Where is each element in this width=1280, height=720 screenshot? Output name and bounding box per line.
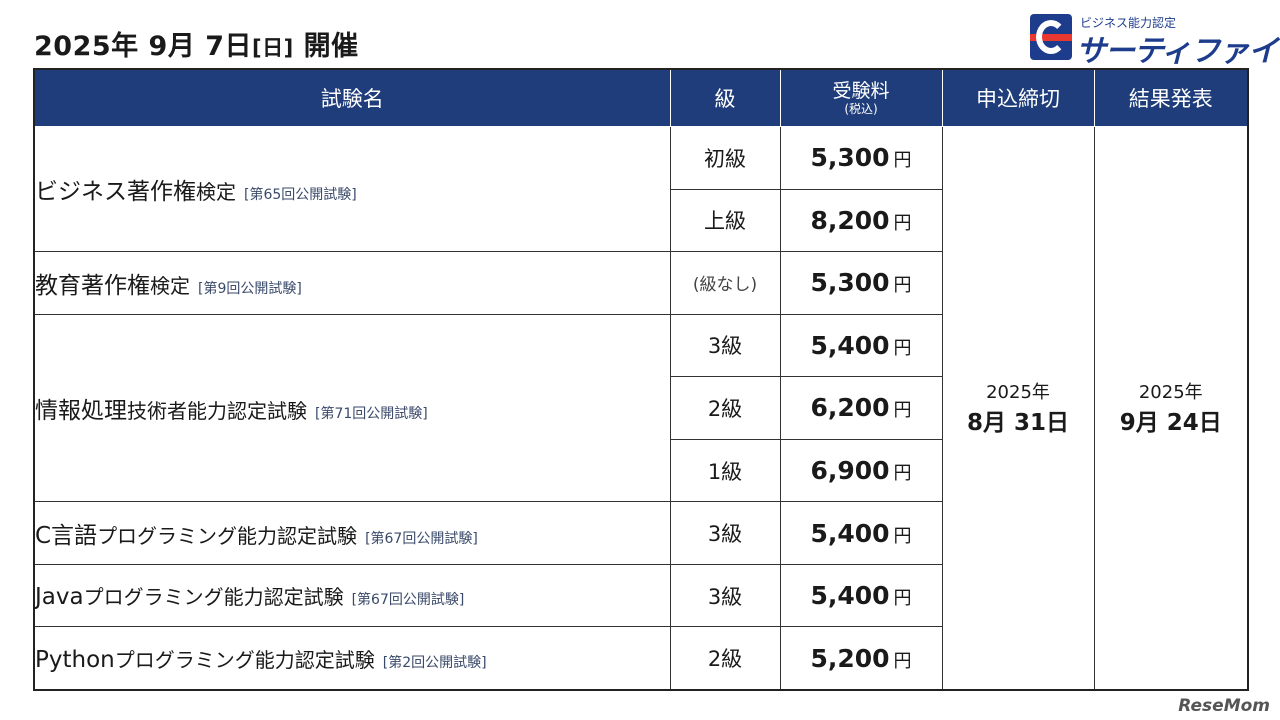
result-announcement: 2025年 9月 24日 bbox=[1093, 126, 1249, 691]
exam-session: [第9回公開試験] bbox=[198, 280, 302, 297]
table-row: 教育著作権検定 [第9回公開試験] (級なし) 5,300 円 bbox=[33, 251, 1248, 315]
header-fee-tax: (税込) bbox=[844, 102, 878, 116]
table-row: ビジネス著作権検定 [第65回公開試験] 初級 5,300 円 2025年 8月 3… bbox=[33, 125, 1249, 691]
header-deadline: 申込締切 bbox=[941, 68, 1095, 127]
deadline-date: 8月 31日 bbox=[966, 410, 1070, 436]
exam-name: Pythonプログラミング能力認定試験 [第2回公開試験] bbox=[33, 626, 671, 691]
exam-grade: 3級 bbox=[669, 501, 781, 565]
table-row: C言語プログラミング能力認定試験 [第67回公開試験] 3級 5,400 円 bbox=[33, 501, 1248, 565]
exam-grade: 1級 bbox=[669, 438, 781, 503]
result-date: 9月 24日 bbox=[1119, 410, 1222, 436]
table-row: Javaプログラミング能力認定試験 [第67回公開試験] 3級 5,400 円 bbox=[33, 563, 1248, 628]
header-fee-label: 受験料 bbox=[832, 80, 890, 102]
table-row: Pythonプログラミング能力認定試験 [第2回公開試験] 2級 5,200 円 bbox=[33, 626, 1248, 691]
exam-name-main: 情報処理 bbox=[35, 397, 127, 424]
exam-fee: 6,200 円 bbox=[779, 376, 943, 440]
table-row: 上級 8,200 円 bbox=[34, 188, 1248, 253]
exam-grade: 3級 bbox=[669, 313, 781, 378]
exam-name-rest: プログラミング能力認定試験 bbox=[114, 647, 375, 672]
exam-session: [第65回公開試験] bbox=[244, 187, 357, 204]
header-exam-name: 試験名 bbox=[33, 68, 671, 127]
logo-caption: ビジネス能力認定 bbox=[1080, 16, 1177, 30]
result-year: 2025年 bbox=[1138, 382, 1203, 403]
header-grade: 級 bbox=[669, 68, 781, 127]
exam-name-rest: 検定 bbox=[150, 273, 190, 298]
exam-grade: 上級 bbox=[669, 188, 781, 253]
exam-fee: 5,300 円 bbox=[779, 126, 943, 190]
resemom-watermark: ReseMom bbox=[1178, 696, 1270, 716]
title-suffix: 開催 bbox=[303, 31, 359, 62]
exam-name-rest: プログラミング能力認定試験 bbox=[83, 585, 344, 610]
exam-name: ビジネス著作権検定 [第65回公開試験] bbox=[33, 125, 671, 253]
table-row: 情報処理技術者能力認定試験 [第71回公開試験] 3級 5,400 円 bbox=[33, 313, 1248, 503]
exam-grade: (級なし) bbox=[669, 251, 781, 315]
exam-session: [第2回公開試験] bbox=[382, 654, 487, 671]
exam-fee: 8,200 円 bbox=[779, 188, 943, 253]
table-row: 2級 6,200 円 bbox=[34, 376, 1248, 440]
title-day: [日] bbox=[252, 36, 294, 60]
exam-name: 教育著作権検定 [第9回公開試験] bbox=[33, 251, 671, 315]
table-row: 1級 6,900 円 bbox=[34, 438, 1248, 503]
page-title: 2025年 9月 7日[日] 開催 bbox=[34, 24, 359, 63]
certify-logo: ビジネス能力認定 サーティファイ bbox=[1030, 12, 1278, 69]
exam-grade: 初級 bbox=[669, 126, 781, 190]
exam-grade: 2級 bbox=[669, 376, 781, 440]
logo-brand: サーティファイ bbox=[1076, 34, 1278, 69]
title-date: 2025年 9月 7日 bbox=[34, 31, 253, 62]
exam-fee: 5,300 円 bbox=[779, 251, 943, 315]
exam-name-main: 教育著作権 bbox=[35, 272, 150, 299]
exam-name: C言語プログラミング能力認定試験 [第67回公開試験] bbox=[33, 501, 671, 565]
table-header-row: 試験名 級 受験料 (税込) 申込締切 結果発表 bbox=[33, 68, 1249, 127]
certify-logo-icon bbox=[1030, 14, 1072, 60]
exam-name-main: C言語 bbox=[35, 523, 98, 550]
exam-name-rest: 検定 bbox=[196, 180, 236, 205]
exam-name-main: Python bbox=[35, 646, 115, 673]
exam-name: 情報処理技術者能力認定試験 [第71回公開試験] bbox=[33, 313, 671, 503]
exam-name: Javaプログラミング能力認定試験 [第67回公開試験] bbox=[33, 563, 671, 628]
exam-fee: 5,200 円 bbox=[779, 626, 943, 691]
exam-name-rest: プログラミング能力認定試験 bbox=[97, 524, 358, 549]
exam-fee: 5,400 円 bbox=[779, 313, 943, 378]
exam-name-rest: 技術者能力認定試験 bbox=[127, 398, 307, 423]
exam-fee: 5,400 円 bbox=[779, 501, 943, 565]
exam-grade: 3級 bbox=[669, 563, 781, 628]
exam-session: [第67回公開試験] bbox=[351, 592, 465, 609]
exam-name-main: Java bbox=[35, 584, 84, 611]
exam-session: [第71回公開試験] bbox=[315, 405, 428, 422]
exam-schedule-table: 試験名 級 受験料 (税込) 申込締切 結果発表 ビジネス著作権検定 [第65回公… bbox=[33, 68, 1249, 691]
deadline-year: 2025年 bbox=[986, 382, 1050, 403]
application-deadline: 2025年 8月 31日 bbox=[941, 126, 1095, 691]
header-fee: 受験料 (税込) bbox=[779, 68, 943, 127]
exam-fee: 5,400 円 bbox=[779, 563, 943, 628]
exam-grade: 2級 bbox=[669, 626, 781, 691]
exam-fee: 6,900 円 bbox=[779, 438, 943, 503]
header-result: 結果発表 bbox=[1093, 68, 1249, 127]
exam-name-main: ビジネス著作権 bbox=[35, 179, 196, 206]
exam-session: [第67回公開試験] bbox=[365, 531, 478, 548]
